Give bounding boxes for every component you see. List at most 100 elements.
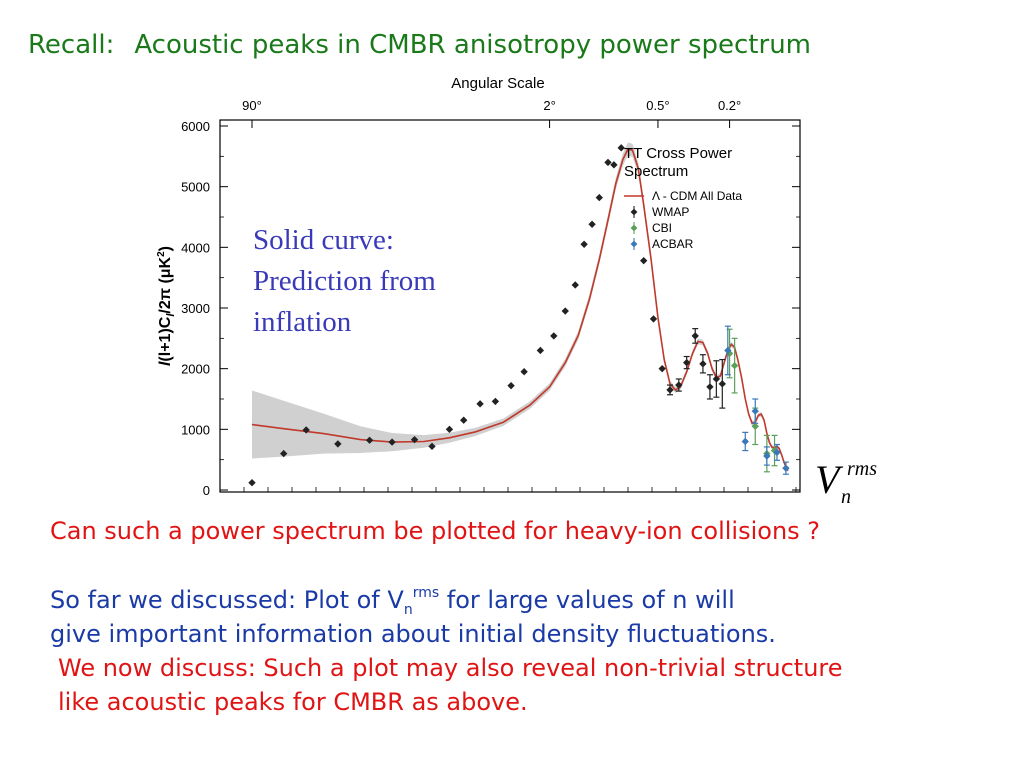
wmap-point <box>428 442 436 450</box>
vn-symbol-sup: rms <box>847 458 878 480</box>
wmap-point <box>507 381 515 390</box>
data-marker <box>691 332 699 340</box>
heading-prefix: Recall: <box>28 30 115 60</box>
cbi-point <box>730 337 739 394</box>
data-marker <box>365 436 374 444</box>
acbar-point <box>741 431 749 452</box>
discussed-text: So far we discussed: Plot of Vnrms for l… <box>50 585 735 617</box>
top-tick-label: 0.2° <box>718 98 741 113</box>
data-marker <box>520 368 528 376</box>
info-text: give important information about initial… <box>50 620 776 648</box>
top-axis-label: Angular Scale <box>451 75 544 92</box>
wmap-point <box>334 440 342 448</box>
acbar-point <box>763 446 771 466</box>
y-tick-label: 6000 <box>181 119 210 134</box>
data-marker <box>666 386 674 394</box>
data-marker <box>773 448 781 457</box>
data-marker <box>302 426 310 434</box>
wmap-point <box>476 400 484 408</box>
vn-rms-symbol: V rms n <box>815 456 877 508</box>
y-tick-label: 0 <box>203 483 210 498</box>
data-marker <box>751 407 759 415</box>
heading-title: Acoustic peaks in CMBR anisotropy power … <box>134 30 812 60</box>
legend-marker-swatch <box>630 208 638 216</box>
data-marker <box>699 360 707 368</box>
annotation-line-1: Solid curve: <box>253 224 394 256</box>
discussed-sup: rms <box>412 585 440 601</box>
discussed-part-a: So far we discussed: Plot of V <box>50 586 404 614</box>
data-marker <box>640 257 648 265</box>
data-marker <box>675 381 683 389</box>
legend-title-line-2: Spectrum <box>624 163 688 180</box>
data-marker <box>580 240 588 248</box>
wmap-point <box>706 374 714 400</box>
slide-heading: Recall: Acoustic peaks in CMBR anisotropy… <box>28 30 811 60</box>
data-marker <box>491 397 500 406</box>
y-label-sup: 2 <box>156 251 167 257</box>
wmap-point <box>536 346 545 355</box>
vn-symbol-sub: n <box>841 486 851 508</box>
cbi-point <box>725 328 734 379</box>
wmap-point <box>699 354 707 374</box>
discussed-sub: n <box>403 601 413 618</box>
y-label-main: (l+1)C <box>157 316 174 361</box>
legend-label: CBI <box>652 221 672 235</box>
acbar-point <box>751 398 759 424</box>
data-marker <box>536 346 545 355</box>
legend-item: WMAP <box>630 205 689 219</box>
wmap-point <box>520 368 528 376</box>
wmap-point <box>675 378 683 392</box>
wmap-point <box>666 384 674 396</box>
wmap-point <box>561 307 569 315</box>
wmap-point <box>302 426 310 434</box>
top-tick-label: 2° <box>543 98 555 113</box>
data-marker <box>561 307 569 315</box>
data-marker <box>410 435 419 444</box>
data-marker <box>595 193 603 202</box>
top-tick-label: 90° <box>242 98 262 113</box>
data-marker <box>741 437 749 446</box>
acoustic-peaks-text: like acoustic peaks for CMBR as above. <box>58 688 528 716</box>
data-marker <box>388 438 396 446</box>
data-marker <box>649 315 658 323</box>
wmap-point <box>571 281 579 289</box>
y-label-units: /2π (μK <box>157 256 174 313</box>
top-tick-label: 0.5° <box>646 98 669 113</box>
data-marker <box>571 281 579 289</box>
wmap-point <box>580 240 588 248</box>
legend-item: CBI <box>630 221 672 235</box>
wmap-point <box>649 315 658 323</box>
y-label-l: l <box>157 361 174 366</box>
data-marker <box>724 346 732 355</box>
wmap-point <box>410 435 419 444</box>
legend-item: ACBAR <box>630 237 694 251</box>
legend-marker-swatch <box>630 240 638 248</box>
y-tick-label: 3000 <box>181 301 210 316</box>
legend-item: Λ - CDM All Data <box>624 189 742 203</box>
wmap-point <box>595 193 603 202</box>
data-marker <box>763 452 771 460</box>
wmap-point <box>550 332 558 340</box>
y-label-sub: l <box>165 313 177 317</box>
annotation-line-3: inflation <box>253 306 352 338</box>
wmap-point <box>248 479 256 487</box>
y-label-close: ) <box>157 246 174 251</box>
data-marker <box>751 422 759 430</box>
prediction-annotation: Solid curve: Prediction from inflation <box>253 220 436 343</box>
plot-frame <box>219 119 801 493</box>
wmap-point <box>365 436 374 444</box>
wmap-point <box>460 416 468 424</box>
acbar-point <box>782 461 790 475</box>
y-tick-label: 5000 <box>181 180 210 195</box>
data-marker <box>507 381 515 390</box>
wmap-point <box>712 360 721 398</box>
data-marker <box>706 383 714 391</box>
data-marker <box>782 464 790 472</box>
data-marker <box>460 416 468 424</box>
wmap-point <box>388 438 396 446</box>
wmap-point <box>683 355 691 370</box>
y-tick-label: 1000 <box>181 422 210 437</box>
legend-title-line-1: TT Cross Power <box>624 145 732 162</box>
data-marker <box>428 442 436 450</box>
legend-label: WMAP <box>652 205 689 219</box>
